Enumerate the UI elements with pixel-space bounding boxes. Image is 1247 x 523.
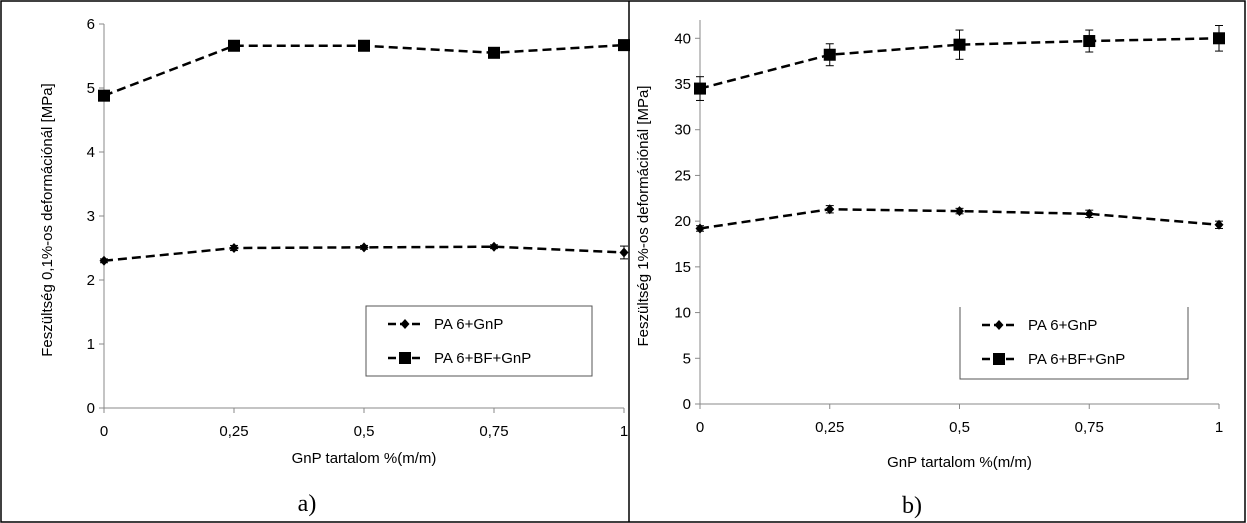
panel-a-data-point [98,89,110,102]
panel-b-legend-box [959,307,1189,380]
panel-a-data-point [359,242,369,253]
panel-b-y-tick-label: 35 [674,76,691,93]
panel-b-y-tick-label: 25 [674,167,691,184]
panel-a-data-point [619,247,629,258]
panel-a-data-point [99,255,109,266]
panel-a-x-tick-label: 0 [100,423,108,440]
panel-b-y-tick-label: 0 [683,396,691,413]
panel-a-x-tick-label: 1 [620,423,628,440]
panel-a-legend-box [365,305,593,377]
panel-a-legend-label: PA 6+GnP [434,316,503,333]
panel-b-data-point [825,204,835,215]
panel-b-legend-marker [994,320,1004,330]
panel-b-data-point [1083,35,1096,48]
panel-a-label: a) [298,491,317,517]
panel-b-data-point [1213,32,1225,45]
panel-a-x-axis-title: GnP tartalom %(m/m) [292,450,437,467]
panel-a-y-tick-label: 0 [87,400,95,417]
panel-a-y-tick-label: 4 [87,144,95,161]
panel-a-y-tick-label: 2 [87,272,95,289]
panel-a-x-tick-label: 0,5 [354,423,375,440]
panel-b-y-axis-title: Feszültség 1%-os deformációnál [MPa] [635,86,652,347]
panel-b-x-axis-title: GnP tartalom %(m/m) [887,454,1032,471]
panel-a-legend-marker [399,352,411,364]
panel-b-x-tick-label: 0,75 [1075,419,1104,436]
panel-b-x-tick-label: 0 [696,419,704,436]
panel-a-data-point [489,241,499,252]
panel-a-series-pa6-gnp [99,241,629,266]
panel-b-legend-label: PA 6+GnP [1028,317,1097,334]
panel-b-series-pa6-gnp [695,204,1224,234]
panel-a-y-axis-title: Feszültség 0,1%-os deformációnál [MPa] [39,83,56,356]
panel-a-data-point [358,39,370,52]
panel-a-x-tick-label: 0,75 [479,423,508,440]
panel-a-legend: PA 6+GnP PA 6+BF+GnP [365,305,593,377]
panel-b-chart: 0 5 10 15 20 25 30 35 40 0 0,25 0,5 0,75 1 GnP tartalo… [635,20,1225,519]
panel-b-legend-label: PA 6+BF+GnP [1028,351,1125,368]
panel-b-series-pa6-bf-gnp [694,24,1225,101]
panel-b-label: b) [902,493,922,519]
panel-b-x-tick-label: 0,5 [949,419,970,436]
panel-b-data-point [955,206,964,217]
panel-b-y-tick-label: 5 [683,350,691,367]
panel-b-y-tick-label: 10 [674,305,691,322]
panel-b-data-point [1214,219,1224,230]
panel-b-data-point [695,223,705,234]
panel-a-data-point [488,46,500,59]
panel-b-legend: PA 6+GnP PA 6+BF+GnP [959,307,1189,380]
panel-a-y-tick-label: 6 [87,16,95,33]
panel-b-legend-marker [993,353,1005,365]
panel-b-series-line [699,37,1220,90]
panel-b-y-tick-label: 20 [674,213,691,230]
panel-b-data-point [823,48,836,61]
panel-a-series-pa6-bf-gnp [98,39,630,102]
panel-a-data-point [228,39,240,52]
panel-a-x-tick-label: 0,25 [219,423,248,440]
panel-a-y-tick-label: 1 [87,336,95,353]
panel-a-chart: 0 1 2 3 4 5 6 0 0,25 0,5 0,75 1 GnP tartalom %(m/m) F… [39,16,630,517]
panel-a-legend-label: PA 6+BF+GnP [434,350,531,367]
panel-a-data-point [229,243,239,253]
panel-b-y-tick-label: 15 [674,259,691,276]
panel-b-x-tick-label: 0,25 [815,419,844,436]
panel-a-data-point [618,39,630,52]
panel-a-legend-marker [400,319,410,329]
panel-b-y-tick-label: 30 [674,122,691,139]
panel-a-series-line [103,43,625,97]
panel-b-data-point [953,38,966,51]
panel-a-y-tick-label: 3 [87,208,95,225]
panel-a-y-tick-label: 5 [87,80,95,97]
panel-b-data-point [1084,208,1094,219]
panel-b-x-tick-label: 1 [1215,419,1223,436]
panel-b-data-point [694,82,706,95]
panel-b-y-tick-label: 40 [674,30,691,47]
